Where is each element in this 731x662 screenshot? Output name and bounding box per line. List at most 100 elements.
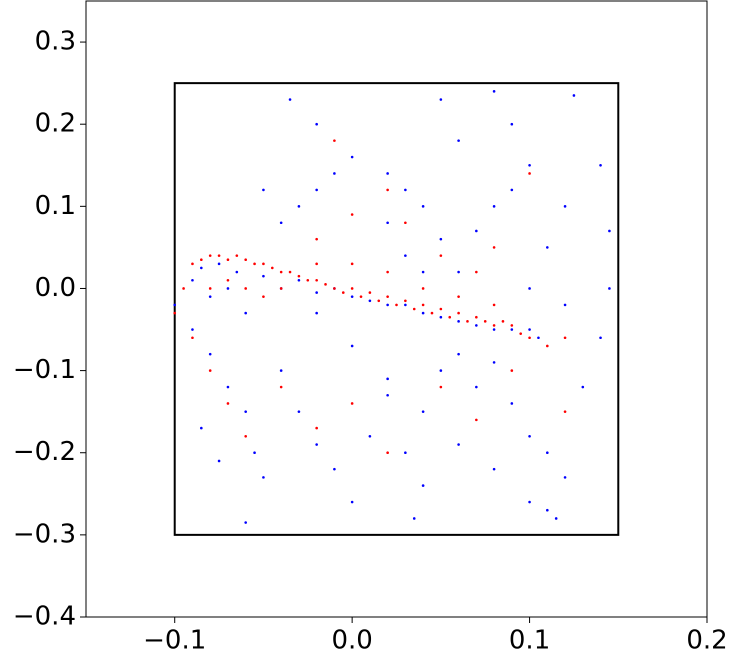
point [492,328,496,331]
point [217,254,221,257]
point [421,205,425,208]
point [404,188,407,192]
point [226,385,230,389]
point [315,237,318,241]
point [421,303,425,307]
point [315,122,318,126]
x-tick-label: −0.1 [143,626,206,656]
point [271,266,274,270]
point [297,205,301,208]
point [421,410,425,413]
point [226,287,230,290]
point [492,90,496,93]
point [279,221,283,225]
point [341,291,345,294]
y-tick-label: −0.4 [13,602,76,632]
point [421,287,425,290]
point [386,393,389,397]
point [404,299,407,303]
point [191,328,194,331]
point [191,336,194,340]
point [324,283,327,286]
point [333,287,336,290]
point [457,320,460,323]
point [262,262,265,266]
point [510,402,514,405]
point [244,287,247,290]
point [475,385,478,389]
point [457,352,460,356]
point [457,295,460,298]
point [226,258,230,262]
point [297,274,301,278]
point [404,254,407,257]
point [519,332,522,335]
y-tick-label: −0.1 [13,355,76,385]
plot-frame [85,0,708,618]
point [572,94,576,97]
point [297,410,301,413]
point [244,410,247,413]
point [208,369,212,372]
point [492,205,496,208]
point [235,254,239,257]
point [217,459,221,463]
point [475,418,478,422]
point [492,467,496,471]
point [421,311,425,315]
point [208,295,212,298]
point [262,188,265,192]
point [226,402,230,405]
point [386,377,389,381]
point [368,435,372,438]
point [359,295,363,298]
point [510,122,514,126]
point [333,172,336,175]
point [350,402,354,405]
point [510,188,514,192]
point [368,291,372,294]
point [439,315,443,319]
point [333,467,336,471]
y-tick-label: 0.3 [35,27,76,57]
point [430,311,434,315]
point [279,369,283,372]
point [279,385,283,389]
point [315,311,318,315]
point [528,163,531,167]
point [421,270,425,274]
point [315,426,318,430]
point [350,287,354,290]
y-tick-label: 0.0 [35,273,76,303]
point [448,315,452,319]
point [386,221,389,225]
point [501,320,505,323]
point [608,287,611,290]
point [208,254,212,257]
point [262,295,265,298]
point [492,246,496,249]
point [510,328,514,331]
point [244,311,247,315]
point [182,287,185,290]
point [599,336,602,340]
x-tick-label: 0.2 [686,626,727,656]
point [200,258,203,262]
x-tick-label: 0.1 [509,626,550,656]
point [173,311,177,315]
point [563,410,567,413]
point [475,315,478,319]
point [528,435,531,438]
point [404,451,407,455]
point [466,320,469,323]
point [439,307,443,311]
point [253,262,256,266]
point [439,98,443,101]
point [404,303,407,307]
y-tick-label: −0.2 [13,437,76,467]
point [350,262,354,266]
y-tick-label: 0.1 [35,191,76,221]
point [262,274,265,278]
point [350,155,354,159]
point [288,270,292,274]
